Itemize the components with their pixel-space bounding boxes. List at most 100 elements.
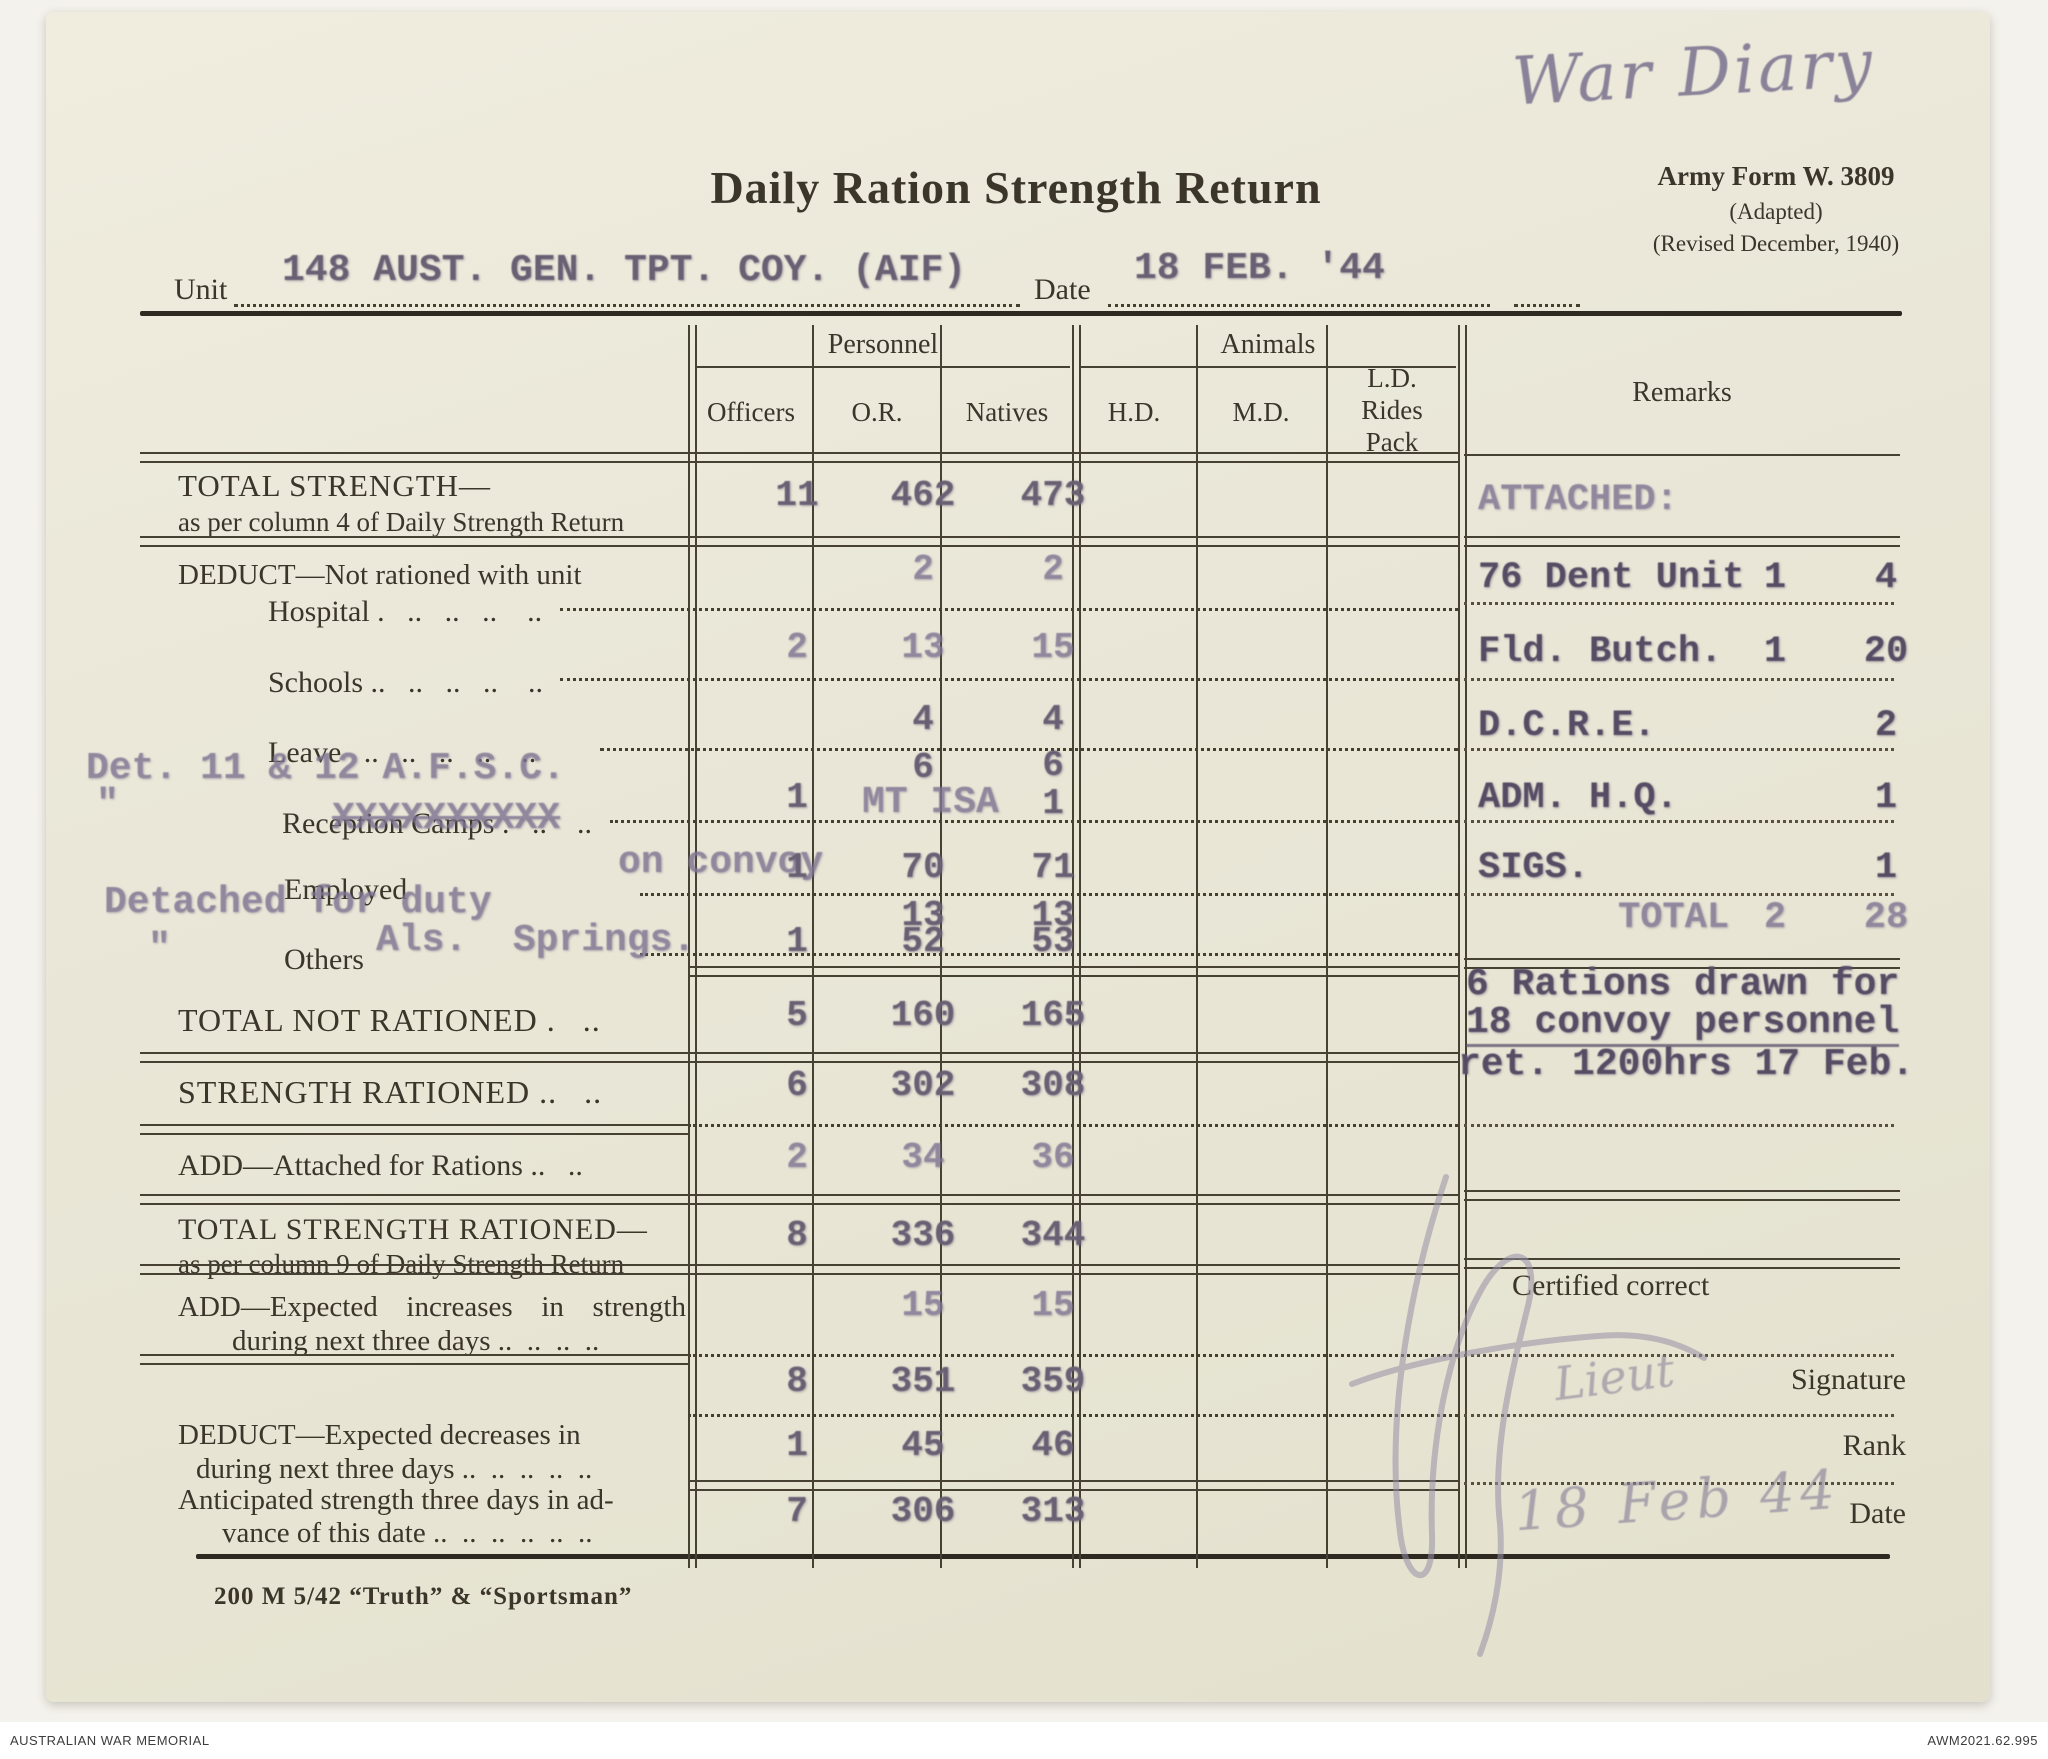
group-animals: Animals: [1220, 329, 1316, 360]
row-label-leave: Leave .. .. .. .. ..: [268, 736, 537, 769]
row-label-deduct-expected: DEDUCT—Expected decreases in: [178, 1419, 581, 1451]
remark-rations-line-3: ret. 1200hrs 17 Feb.: [1458, 1043, 1915, 1086]
remark-total-n2: 28: [1863, 897, 1909, 939]
table-line: [640, 893, 1458, 896]
cell-or: 351: [890, 1361, 956, 1402]
cell-officers: 7: [786, 1491, 808, 1532]
table-line: [1072, 325, 1081, 1568]
remark-dcre-n2: 2: [1874, 705, 1898, 747]
table-line: [688, 1480, 1458, 1491]
table-line: [600, 748, 1458, 751]
cell-natives: 71: [1031, 847, 1075, 888]
table-top-rule: [140, 311, 1902, 316]
cell-or: 336: [890, 1215, 956, 1256]
cell-or: 13: [901, 895, 945, 936]
remark-fld-butch-n2: 20: [1863, 631, 1909, 673]
row-sublabel-anticipated: vance of this date .. .. .. .. .. ..: [222, 1517, 593, 1549]
remark-total-n1: 2: [1763, 897, 1787, 939]
cell-or: 13: [901, 627, 945, 668]
table-line: [1464, 1354, 1894, 1357]
row-label-total-strength-rationed: TOTAL STRENGTH RATIONED—: [178, 1213, 648, 1246]
cell-officers: 1: [786, 847, 808, 888]
table-line: [812, 325, 814, 1568]
col-md: M.D.: [1232, 397, 1290, 427]
cell-natives: 36: [1031, 1137, 1075, 1178]
table-line: [1464, 893, 1894, 896]
typed-mt-isa: MT ISA: [862, 781, 999, 824]
row-label-schools: Schools .. .. .. .. ..: [268, 666, 544, 699]
cell-or: 306: [890, 1491, 956, 1532]
cell-natives: 359: [1020, 1361, 1086, 1402]
cell-natives: 2: [1042, 549, 1064, 590]
row-label-total-strength: TOTAL STRENGTH—: [178, 468, 492, 503]
date-dotted-line-2: [1514, 304, 1580, 307]
table-line: [1464, 1414, 1894, 1417]
typed-on-convoy: on convoy: [618, 841, 824, 884]
archive-left-text: AUSTRALIAN WAR MEMORIAL: [10, 1733, 210, 1748]
row-label-strength-rationed: STRENGTH RATIONED .. ..: [178, 1074, 603, 1110]
cell-natives: 46: [1031, 1425, 1075, 1466]
table-line: [1464, 678, 1894, 681]
signature-label: Signature: [1791, 1363, 1906, 1396]
cell-officers: 2: [786, 627, 808, 668]
cell-or: 45: [901, 1425, 945, 1466]
unit-dotted-line: [234, 304, 1020, 307]
table-line: [560, 608, 1458, 611]
archive-right-text: AWM2021.62.995: [1927, 1733, 2038, 1748]
table-line: [1464, 1124, 1894, 1127]
table-line: [1464, 820, 1894, 823]
remark-sigs-n2: 1: [1874, 847, 1898, 889]
col-hd: H.D.: [1107, 397, 1161, 427]
remark-dent-unit: 76 Dent Unit: [1478, 557, 1745, 599]
cell-natives: 6: [1042, 745, 1064, 786]
table-bottom-rule: [196, 1554, 1890, 1559]
table-line: [1464, 1190, 1900, 1201]
unit-value: 148 AUST. GEN. TPT. COY. (AIF): [282, 249, 967, 292]
table-line: [696, 366, 1070, 368]
table-line: [1080, 366, 1456, 368]
remark-adm-hq: ADM. H.Q.: [1478, 777, 1678, 819]
row-label-employed: Employed: [284, 873, 408, 906]
table-line: [1464, 602, 1894, 605]
cell-officers: 8: [786, 1215, 808, 1256]
remark-rations-line-1: 6 Rations drawn for: [1466, 963, 1900, 1006]
cell-or: 302: [890, 1065, 956, 1106]
remark-adm-hq-n2: 1: [1874, 777, 1898, 819]
remark-dent-unit-n2: 4: [1874, 557, 1898, 599]
form-revised: (Revised December, 1940): [1652, 231, 1900, 256]
remark-sigs: SIGS.: [1478, 847, 1590, 889]
typed-detached-for-duty: Detached for duty: [104, 881, 492, 924]
cell-natives: 308: [1020, 1065, 1086, 1106]
row-label-total-not-rationed: TOTAL NOT RATIONED . ..: [178, 1002, 601, 1038]
table-line: [688, 325, 697, 1568]
cell-officers: 1: [786, 777, 808, 818]
row-label-hospital: Hospital . .. .. .. ..: [268, 595, 543, 628]
form-paper: War Diary Daily Ration Strength Return A…: [46, 12, 1990, 1702]
typed-quote-1: ": [96, 783, 119, 826]
col-ld-rides-pack-1: L.D.: [1367, 363, 1417, 393]
table-line: [140, 1052, 1458, 1063]
cell-natives: 165: [1020, 995, 1086, 1036]
table-line: [688, 1124, 1458, 1127]
col-officers: Officers: [707, 397, 795, 427]
table-line: [140, 1354, 688, 1365]
row-sublabel-total-strength: as per column 4 of Daily Strength Return: [178, 507, 625, 537]
row-label-add-attached: ADD—Attached for Rations .. ..: [178, 1149, 583, 1182]
typed-quote-2: ": [148, 927, 171, 970]
date-field-label: Date: [1849, 1497, 1906, 1530]
cell-or: 34: [901, 1137, 945, 1178]
cell-natives: 1: [1042, 783, 1064, 824]
cell-or: 52: [901, 921, 945, 962]
cell-natives: 53: [1031, 921, 1075, 962]
table-line: [140, 1124, 688, 1135]
cell-officers: 6: [786, 1065, 808, 1106]
typed-alice-springs: Als. Springs.: [376, 919, 696, 962]
table-line: [610, 820, 1458, 823]
cell-or: 4: [912, 699, 934, 740]
table-line: [560, 678, 1458, 681]
rank-label: Rank: [1842, 1429, 1906, 1462]
table-line: [1196, 325, 1198, 1568]
page-title: Daily Ration Strength Return: [710, 162, 1322, 213]
table-line: [1326, 325, 1328, 1568]
typed-det-line: Det. 11 & 12 A.F.S.C.: [86, 747, 565, 790]
